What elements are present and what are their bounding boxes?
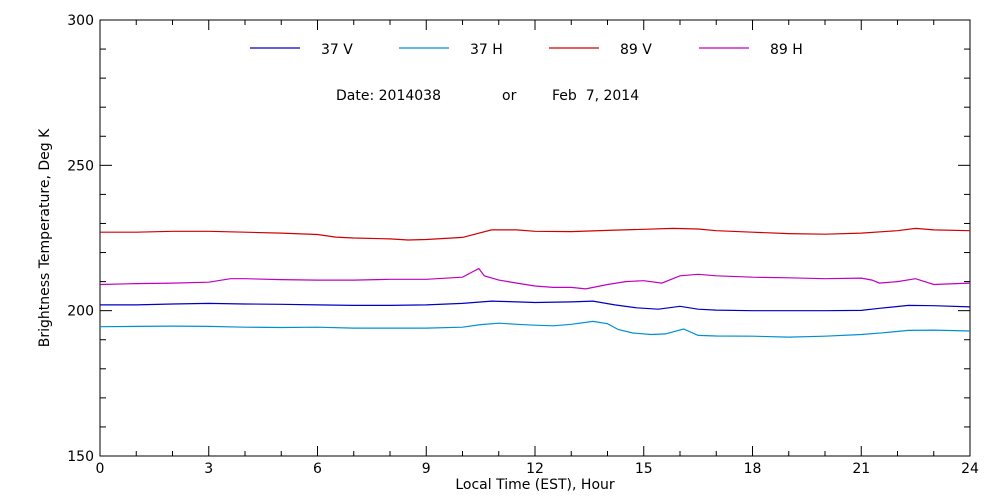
- date-text: Feb 7, 2014: [552, 88, 639, 104]
- series-line-89-h: [99, 267, 971, 290]
- legend-label-89-h: 89 H: [770, 42, 803, 58]
- x-tick-label: 18: [744, 461, 762, 477]
- y-axis: 150 200 250 300: [67, 13, 970, 465]
- legend-label-37-v: 37 V: [321, 42, 353, 58]
- x-axis: 0 3 6 9 12 15 18 21 24: [96, 20, 979, 477]
- x-tick-label: 3: [204, 461, 213, 477]
- x-tick-label: 6: [313, 461, 322, 477]
- y-axis-title: Brightness Temperature, Deg K: [37, 128, 53, 347]
- x-tick-label: 21: [852, 461, 870, 477]
- x-axis-title: Local Time (EST), Hour: [455, 477, 615, 493]
- date-label: Date: 2014038: [336, 88, 441, 104]
- x-tick-label: 24: [961, 461, 979, 477]
- series-line-37-v: [100, 300, 971, 312]
- y-tick-label: 250: [67, 158, 94, 174]
- x-tick-label: 15: [635, 461, 653, 477]
- plot-frame: [99, 19, 971, 457]
- y-tick-label: 200: [67, 304, 94, 320]
- y-tick-label: 150: [67, 449, 94, 465]
- series-lines: [99, 227, 971, 338]
- x-tick-label: 0: [96, 461, 105, 477]
- legend-label-37-h: 37 H: [470, 42, 503, 58]
- series-line-37-h: [99, 320, 971, 338]
- x-tick-label: 12: [526, 461, 544, 477]
- series-line-89-v: [100, 227, 971, 241]
- date-or-label: or: [502, 88, 517, 104]
- legend-label-89-v: 89 V: [620, 42, 652, 58]
- legend: 37 V 37 H 89 V 89 H: [250, 42, 803, 58]
- y-tick-label: 300: [67, 13, 94, 29]
- x-tick-label: 9: [422, 461, 431, 477]
